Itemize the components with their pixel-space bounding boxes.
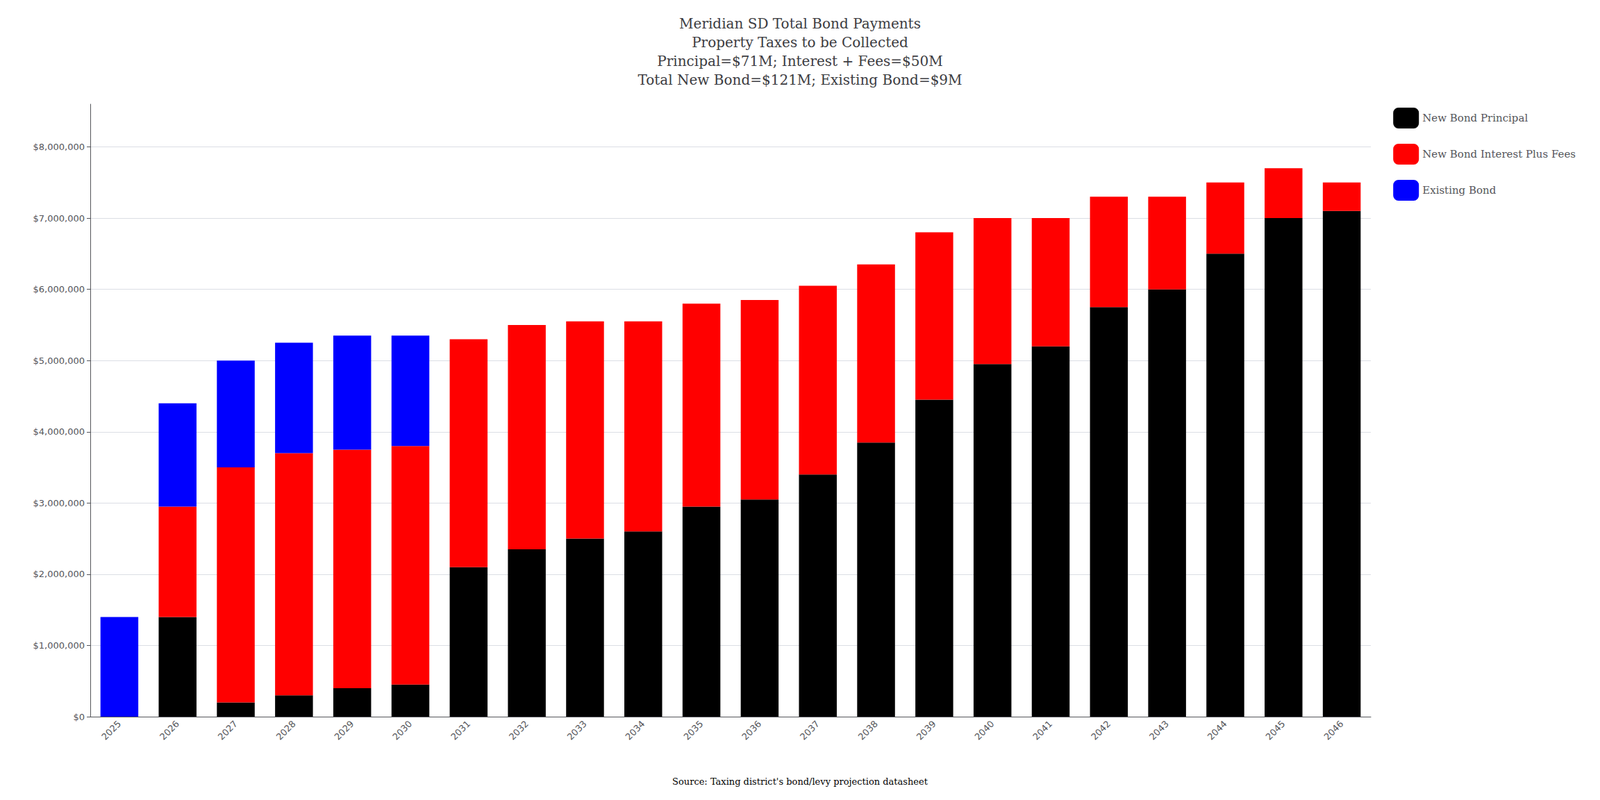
svg-text:$5,000,000: $5,000,000 bbox=[33, 355, 85, 366]
svg-text:2028: 2028 bbox=[274, 718, 298, 743]
svg-text:2027: 2027 bbox=[215, 718, 240, 743]
svg-text:2042: 2042 bbox=[1088, 718, 1113, 743]
svg-text:$4,000,000: $4,000,000 bbox=[33, 426, 85, 437]
svg-text:2045: 2045 bbox=[1263, 718, 1288, 743]
svg-text:Property Taxes to be Collected: Property Taxes to be Collected bbox=[691, 34, 909, 51]
svg-text:$1,000,000: $1,000,000 bbox=[33, 640, 85, 651]
svg-text:$3,000,000: $3,000,000 bbox=[33, 497, 85, 509]
svg-text:2039: 2039 bbox=[914, 718, 939, 743]
svg-text:$7,000,000: $7,000,000 bbox=[33, 213, 85, 224]
svg-text:Meridian SD Total Bond Payment: Meridian SD Total Bond Payments bbox=[679, 15, 921, 32]
svg-text:2032: 2032 bbox=[506, 718, 531, 743]
svg-text:2038: 2038 bbox=[856, 718, 880, 743]
svg-text:$8,000,000: $8,000,000 bbox=[33, 141, 85, 153]
svg-text:2043: 2043 bbox=[1147, 718, 1171, 743]
svg-text:Principal=$71M; Interest + Fee: Principal=$71M; Interest + Fees=$50M bbox=[656, 52, 943, 70]
svg-text:2031: 2031 bbox=[448, 718, 473, 743]
svg-text:2029: 2029 bbox=[332, 718, 357, 743]
svg-text:Total New Bond=$121M; Existing: Total New Bond=$121M; Existing Bond=$9M bbox=[637, 71, 962, 89]
svg-text:2040: 2040 bbox=[972, 718, 997, 743]
svg-text:2037: 2037 bbox=[797, 718, 822, 743]
svg-text:2044: 2044 bbox=[1205, 718, 1230, 743]
svg-text:2035: 2035 bbox=[681, 718, 705, 743]
svg-text:$2,000,000: $2,000,000 bbox=[33, 568, 85, 580]
svg-text:2030: 2030 bbox=[390, 718, 414, 743]
svg-text:Existing Bond: Existing Bond bbox=[1422, 184, 1496, 197]
svg-text:2033: 2033 bbox=[565, 718, 589, 743]
svg-text:$6,000,000: $6,000,000 bbox=[33, 284, 85, 295]
svg-text:New Bond Interest Plus Fees: New Bond Interest Plus Fees bbox=[1422, 147, 1576, 161]
svg-text:Source: Taxing district's bond: Source: Taxing district's bond/levy proj… bbox=[672, 776, 929, 787]
svg-text:2041: 2041 bbox=[1030, 718, 1055, 743]
svg-text:New Bond Principal: New Bond Principal bbox=[1422, 111, 1528, 125]
svg-text:$0: $0 bbox=[72, 711, 85, 723]
svg-text:2034: 2034 bbox=[623, 718, 648, 743]
svg-text:2036: 2036 bbox=[739, 718, 764, 743]
svg-text:2026: 2026 bbox=[157, 718, 182, 743]
svg-text:2046: 2046 bbox=[1321, 718, 1346, 743]
svg-text:2025: 2025 bbox=[99, 718, 123, 743]
